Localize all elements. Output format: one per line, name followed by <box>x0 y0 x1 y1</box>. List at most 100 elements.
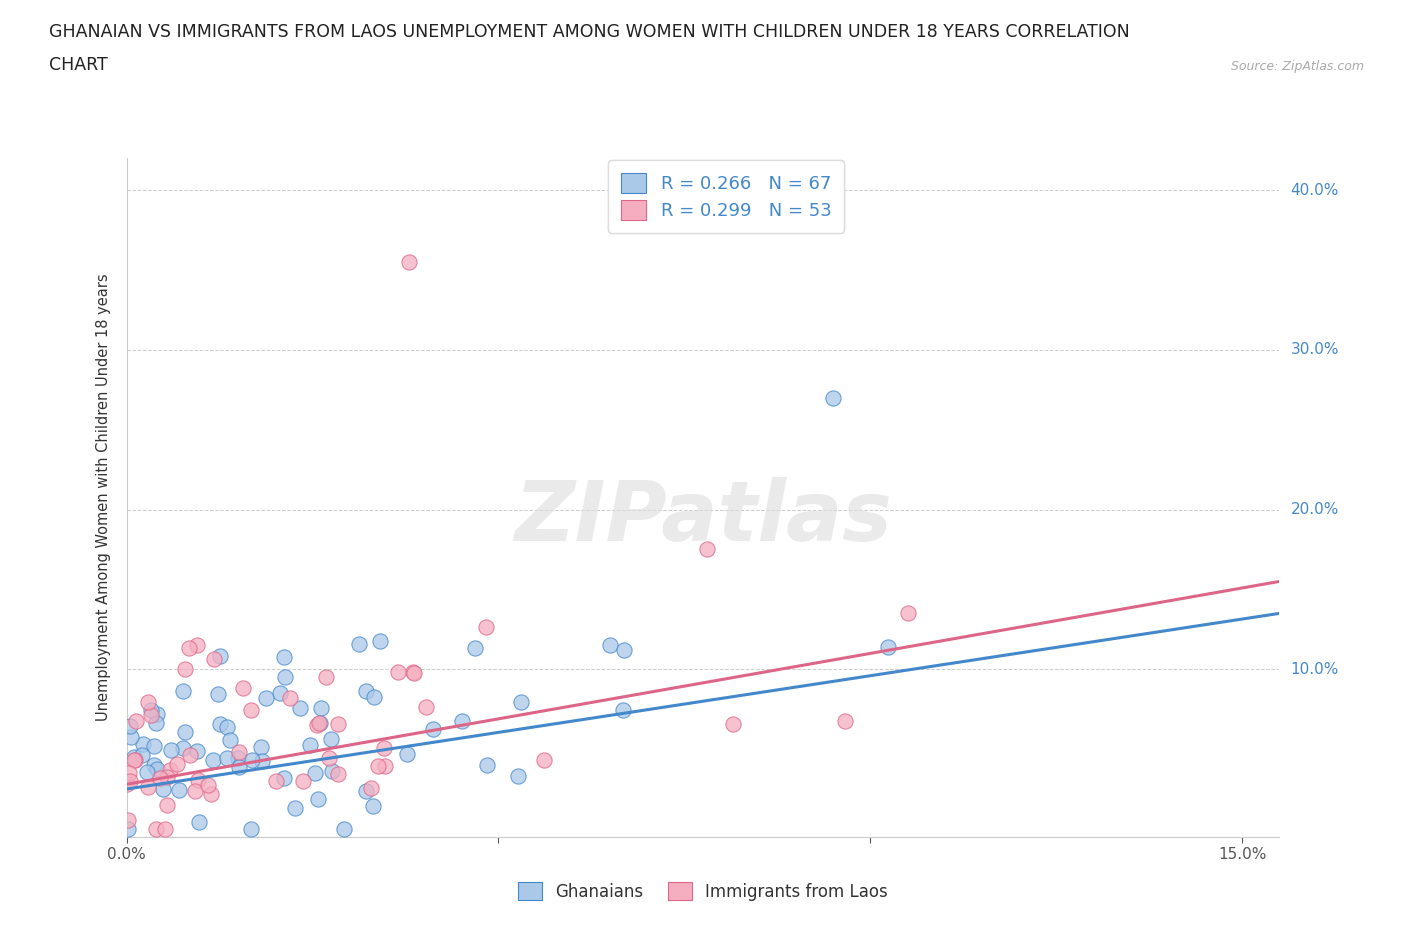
Point <box>239 703 262 718</box>
Point <box>124 752 146 767</box>
Point <box>172 684 194 698</box>
Point <box>136 694 159 709</box>
Point <box>139 707 162 722</box>
Point <box>363 798 385 813</box>
Point <box>240 821 263 836</box>
Point <box>145 716 167 731</box>
Point <box>166 756 188 771</box>
Point <box>299 737 322 752</box>
Point <box>823 391 845 405</box>
Point <box>115 777 138 791</box>
Point <box>202 652 225 667</box>
Point <box>120 730 142 745</box>
Point <box>172 740 194 755</box>
Text: ZIPatlas: ZIPatlas <box>515 477 891 558</box>
Point <box>368 633 391 648</box>
Point <box>510 695 533 710</box>
Point <box>291 774 314 789</box>
Point <box>159 763 181 777</box>
Point <box>153 821 176 836</box>
Point <box>200 787 222 802</box>
Point <box>228 759 250 774</box>
Point <box>174 662 197 677</box>
Point <box>136 779 159 794</box>
Point <box>305 718 328 733</box>
Point <box>174 724 197 739</box>
Point <box>120 718 142 733</box>
Point <box>333 821 356 836</box>
Point <box>250 753 273 768</box>
Point <box>273 649 295 664</box>
Point <box>269 685 291 700</box>
Point <box>117 821 139 836</box>
Point <box>363 689 385 704</box>
Text: GHANAIAN VS IMMIGRANTS FROM LAOS UNEMPLOYMENT AMONG WOMEN WITH CHILDREN UNDER 18: GHANAIAN VS IMMIGRANTS FROM LAOS UNEMPLO… <box>49 23 1130 41</box>
Point <box>169 782 191 797</box>
Point <box>599 638 621 653</box>
Point <box>349 637 371 652</box>
Point <box>117 813 139 828</box>
Point <box>612 703 634 718</box>
Point <box>179 748 201 763</box>
Point <box>184 783 207 798</box>
Point <box>218 732 240 747</box>
Point <box>146 707 169 722</box>
Point <box>186 638 208 653</box>
Point <box>207 686 229 701</box>
Point <box>118 765 141 780</box>
Point <box>284 801 307 816</box>
Point <box>360 780 382 795</box>
Point <box>264 774 287 789</box>
Point <box>217 720 239 735</box>
Point <box>354 684 377 698</box>
Point <box>367 759 389 774</box>
Point <box>278 691 301 706</box>
Point <box>508 769 530 784</box>
Point <box>132 737 155 751</box>
Point <box>415 699 437 714</box>
Point <box>321 764 343 778</box>
Point <box>373 740 395 755</box>
Point <box>309 701 332 716</box>
Text: CHART: CHART <box>49 56 108 73</box>
Point <box>387 664 409 679</box>
Point <box>451 713 474 728</box>
Point <box>273 771 295 786</box>
Point <box>187 815 209 830</box>
Point <box>721 716 744 731</box>
Point <box>308 715 330 730</box>
Point <box>354 783 377 798</box>
Point <box>422 722 444 737</box>
Point <box>274 670 297 684</box>
Point <box>209 648 232 663</box>
Text: Source: ZipAtlas.com: Source: ZipAtlas.com <box>1230 60 1364 73</box>
Point <box>139 703 162 718</box>
Point <box>160 743 183 758</box>
Point <box>187 772 209 787</box>
Point <box>186 744 208 759</box>
Point <box>396 747 419 762</box>
Point <box>146 762 169 777</box>
Text: 40.0%: 40.0% <box>1291 182 1339 197</box>
Point <box>834 713 856 728</box>
Text: 30.0%: 30.0% <box>1291 342 1339 357</box>
Point <box>475 619 498 634</box>
Point <box>254 690 277 705</box>
Point <box>118 774 141 789</box>
Point <box>125 714 148 729</box>
Point <box>315 670 337 684</box>
Text: 10.0%: 10.0% <box>1291 662 1339 677</box>
Point <box>201 752 224 767</box>
Point <box>398 255 420 270</box>
Point <box>228 744 250 759</box>
Point <box>156 797 179 812</box>
Point <box>533 753 555 768</box>
Point <box>179 640 201 655</box>
Point <box>209 717 232 732</box>
Point <box>304 766 326 781</box>
Point <box>215 751 238 765</box>
Point <box>328 766 350 781</box>
Point <box>122 752 145 767</box>
Point <box>226 751 249 765</box>
Point <box>143 738 166 753</box>
